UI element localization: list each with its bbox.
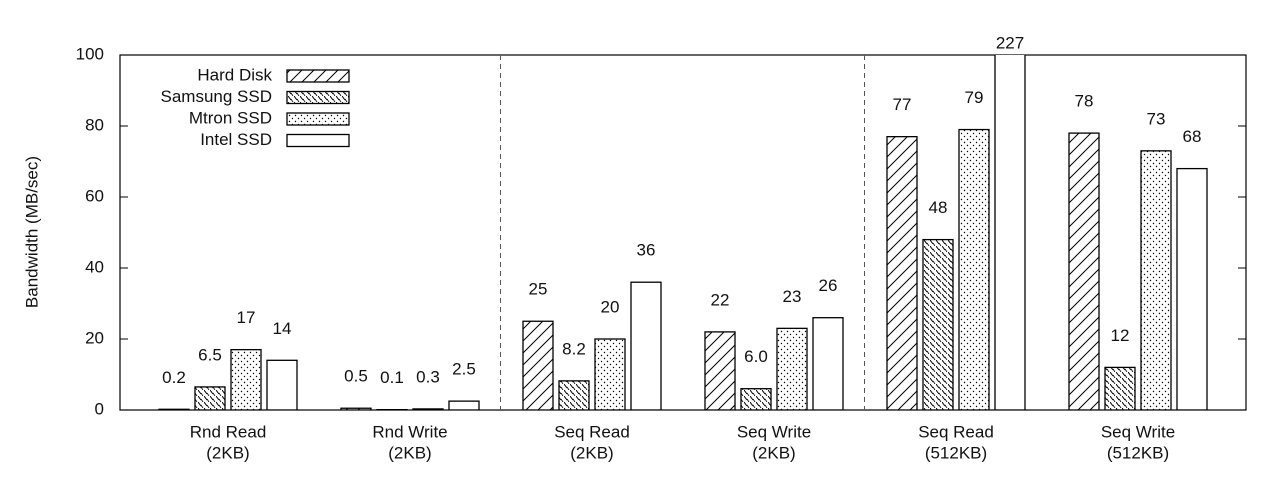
- bars: [158, 55, 1208, 410]
- y-tick-label: 80: [85, 115, 104, 134]
- legend-label: Intel SSD: [200, 130, 272, 149]
- x-tick-label: (2KB): [752, 443, 795, 462]
- plot-frame: [119, 54, 1247, 411]
- bar: [522, 320, 554, 410]
- bar: [776, 327, 808, 410]
- value-label: 12: [1111, 326, 1130, 345]
- value-label: 8.2: [562, 339, 586, 358]
- bar: [158, 408, 190, 410]
- legend-swatch: [286, 90, 350, 105]
- x-tick-label: Seq Read: [554, 422, 630, 441]
- value-label: 6.0: [744, 347, 768, 366]
- y-tick-label: 0: [95, 399, 104, 418]
- bar: [1068, 132, 1100, 410]
- value-label: 0.5: [344, 367, 368, 386]
- y-tick-label: 100: [76, 44, 104, 63]
- bar: [412, 408, 444, 410]
- value-label: 14: [273, 319, 292, 338]
- x-tick-label: (2KB): [388, 443, 431, 462]
- bar: [740, 388, 772, 410]
- value-label: 0.1: [380, 368, 404, 387]
- value-label: 227: [996, 33, 1024, 52]
- value-label: 79: [965, 88, 984, 107]
- value-label: 68: [1183, 127, 1202, 146]
- value-label: 23: [783, 287, 802, 306]
- y-tick-label: 40: [85, 257, 104, 276]
- y-axis-title: Bandwidth (MB/sec): [22, 156, 41, 308]
- bar: [1176, 167, 1208, 410]
- value-label: 25: [529, 280, 548, 299]
- bar: [1140, 150, 1172, 410]
- value-label: 73: [1147, 109, 1166, 128]
- value-label: 2.5: [452, 360, 476, 379]
- bar: [266, 359, 298, 410]
- bar: [230, 348, 262, 410]
- x-tick-label: (2KB): [206, 443, 249, 462]
- bar: [594, 338, 626, 410]
- legend-label: Hard Disk: [197, 65, 272, 84]
- bar: [340, 407, 372, 410]
- value-label: 48: [929, 198, 948, 217]
- bar: [448, 400, 480, 410]
- legend-swatch: [286, 69, 350, 83]
- x-tick-label: Seq Write: [737, 422, 811, 441]
- value-label: 22: [711, 290, 730, 309]
- legend-label: Samsung SSD: [161, 87, 273, 106]
- x-tick-label: Seq Read: [918, 422, 994, 441]
- x-tick-label: (512KB): [1107, 443, 1169, 462]
- value-label: 26: [819, 276, 838, 295]
- bar: [704, 331, 736, 410]
- value-label: 0.2: [162, 368, 186, 387]
- x-tick-label: (2KB): [570, 443, 613, 462]
- bar: [922, 238, 954, 410]
- legend-swatch: [286, 112, 350, 126]
- bar: [630, 281, 662, 410]
- x-tick-label: Rnd Write: [372, 422, 447, 441]
- bar: [1104, 366, 1136, 410]
- x-tick-label: Seq Write: [1101, 422, 1175, 441]
- x-tick-label: Rnd Read: [190, 422, 267, 441]
- bar: [558, 380, 590, 410]
- legend-swatch: [286, 133, 350, 148]
- x-tick-label: (512KB): [925, 443, 987, 462]
- bar: [886, 135, 918, 410]
- value-label: 20: [601, 297, 620, 316]
- bar: [958, 128, 990, 410]
- bar: [812, 317, 844, 410]
- value-label: 36: [637, 241, 656, 260]
- value-label: 78: [1075, 92, 1094, 111]
- value-label: 0.3: [416, 367, 440, 386]
- bar: [194, 386, 226, 410]
- legend-label: Mtron SSD: [189, 108, 272, 127]
- y-tick-label: 20: [85, 328, 104, 347]
- value-label: 17: [237, 308, 256, 327]
- value-label: 77: [893, 95, 912, 114]
- bar: [994, 55, 1026, 410]
- y-tick-label: 60: [85, 186, 104, 205]
- value-label: 6.5: [198, 345, 222, 364]
